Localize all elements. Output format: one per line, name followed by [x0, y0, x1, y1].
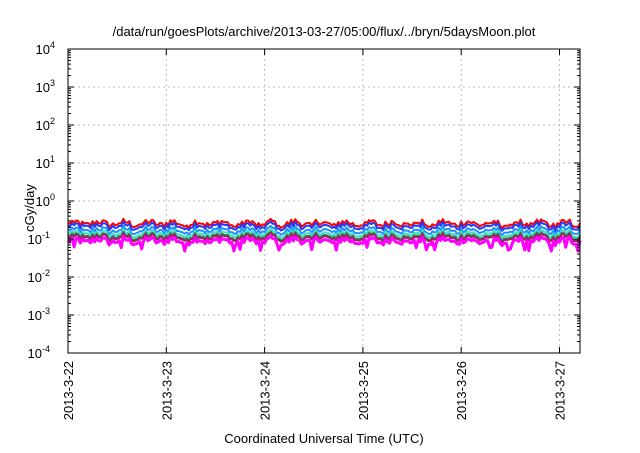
series-line — [67, 217, 581, 230]
series-line — [67, 234, 582, 253]
y-tick-label: 101 — [36, 154, 55, 171]
y-tick-label: 103 — [36, 78, 55, 95]
y-tick-label: 100 — [36, 192, 55, 209]
series-layer — [67, 217, 582, 253]
y-tick-label: 10-2 — [28, 268, 50, 285]
chart-title: /data/run/goesPlots/archive/2013-03-27/0… — [113, 24, 536, 39]
x-tick-label: 2013-3-27 — [553, 361, 568, 420]
y-tick-label: 10-3 — [28, 306, 50, 323]
series-line — [67, 228, 581, 240]
x-tick-labels: 2013-3-22 2013-3-23 2013-3-24 2013-3-25 2013… — [61, 361, 568, 420]
x-tick-label: 2013-3-25 — [356, 361, 371, 420]
x-tick-label: 2013-3-22 — [61, 361, 76, 420]
series-line — [67, 232, 581, 244]
x-tick-label: 2013-3-23 — [159, 361, 174, 420]
y-tick-label: 10-4 — [28, 344, 50, 361]
series-line — [67, 224, 581, 237]
y-tick-label: 104 — [36, 40, 55, 57]
x-tick-label: 2013-3-26 — [454, 361, 469, 420]
y-tick-label: 102 — [36, 116, 55, 133]
x-tick-label: 2013-3-24 — [258, 361, 273, 420]
y-axis-label: cGy/day — [22, 184, 37, 232]
series-line — [67, 220, 581, 232]
gridlines — [68, 49, 580, 353]
x-axis-label: Coordinated Universal Time (UTC) — [224, 431, 423, 446]
y-tick-label: 10-1 — [28, 230, 50, 247]
y-tick-labels: 104 103 102 101 100 10-1 10-2 10-3 10-4 — [28, 40, 55, 361]
axis-ticks — [67, 48, 580, 354]
